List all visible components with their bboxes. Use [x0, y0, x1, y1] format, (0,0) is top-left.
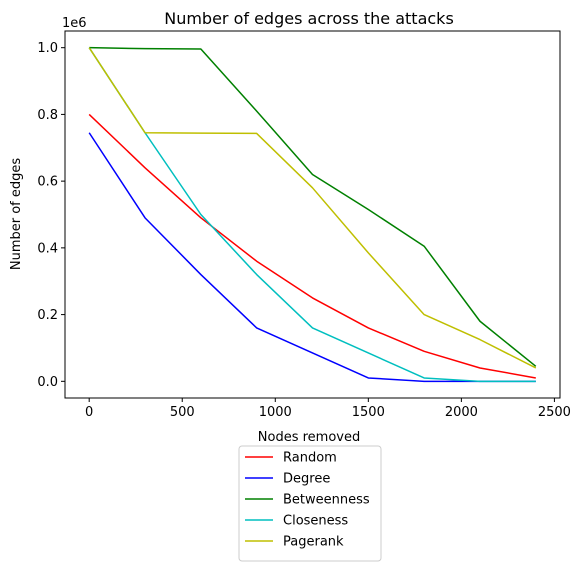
series-line-closeness [88, 47, 536, 383]
legend-box [238, 445, 382, 562]
legend-label-closeness: Closeness [283, 514, 348, 529]
legend: Random Degree Betweenness Closeness Pagerank [238, 445, 382, 562]
x-tick-label: 2500 [538, 405, 571, 420]
y-tick-label: 0.0 [37, 375, 58, 390]
series-line-pagerank [88, 47, 537, 369]
y-tick-label: 0.4 [37, 241, 58, 256]
x-tick-label: 2000 [445, 405, 478, 420]
legend-label-pagerank: Pagerank [283, 535, 344, 550]
series-line-degree [88, 132, 536, 383]
y-offset-label: 1e6 [62, 16, 87, 31]
x-tick-label: 1000 [259, 405, 292, 420]
series-line-random [88, 113, 536, 379]
y-tick-label: 0.2 [37, 308, 58, 323]
plot-frame [64, 30, 561, 399]
y-axis-label: Number of edges [9, 158, 24, 271]
x-tick-label: 1500 [352, 405, 385, 420]
legend-label-random: Random [283, 451, 337, 466]
x-axis-label: Nodes removed [258, 430, 360, 445]
plot-area [88, 46, 537, 383]
legend-label-degree: Degree [283, 472, 330, 487]
axis-ticks: 0 500 1000 1500 2000 2500 0.0 0.2 0.4 0.6 0.8 1.0 [37, 41, 571, 420]
y-tick-label: 0.6 [37, 175, 58, 190]
chart-title: Number of edges across the attacks [164, 9, 454, 28]
y-tick-label: 0.8 [37, 108, 58, 123]
legend-label-betweenness: Betweenness [283, 493, 370, 508]
series-line-betweenness [89, 46, 537, 367]
x-tick-label: 500 [170, 405, 195, 420]
x-tick-label: 0 [85, 405, 93, 420]
y-tick-label: 1.0 [37, 41, 58, 56]
